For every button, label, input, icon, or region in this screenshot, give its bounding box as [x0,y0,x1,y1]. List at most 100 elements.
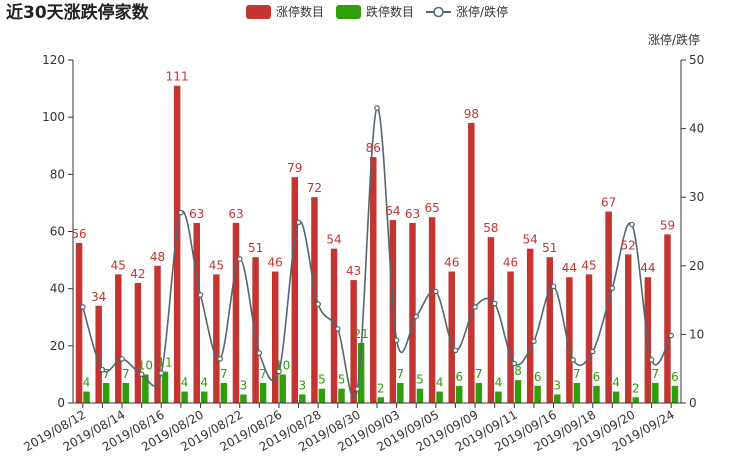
data-labels: 5643474574210481111146344576335174610793… [71,70,678,396]
limit-down-bar [161,371,169,403]
limit-up-bar [213,274,220,403]
legend-marker [433,6,444,18]
legend-label: 涨停/跌停 [456,4,508,19]
limit-down-bar [436,391,443,403]
right-axis-name: 涨停/跌停 [648,32,700,47]
limit-up-value-label: 111 [166,70,189,84]
limit-up-value-label: 45 [209,258,224,272]
chart-title: 近30天涨跌停家数 [6,2,150,23]
ratio-line-series [80,105,674,400]
limit-down-value-label: 6 [455,370,463,384]
limit-down-bar [652,382,659,403]
limit-down-bar [573,382,581,403]
limit-down-bar [357,342,365,403]
limit-up-value-label: 34 [91,290,106,304]
limit-up-bar [95,305,102,403]
limit-up-bar [409,222,416,403]
limit-down-value-label: 7 [102,367,110,381]
limit-down-bar [299,394,306,403]
limit-down-value-label: 4 [200,376,208,390]
limit-down-value-label: 2 [632,381,640,395]
x-axis: 2019/08/122019/08/142019/08/162019/08/20… [21,402,681,454]
limit-down-value-label: 11 [157,356,172,370]
ratio-point [491,300,498,307]
legend-swatch [336,5,362,19]
limit-down-value-label: 6 [671,370,679,384]
limit-up-bar [487,237,495,403]
limit-down-bar [632,397,639,403]
limit-up-bar [75,242,83,403]
ratio-point [511,360,518,367]
limit-up-value-label: 65 [424,201,439,215]
left-axis-tick-label: 40 [50,282,65,296]
limit-up-bar [252,257,259,403]
legend-label: 跌停数目 [366,4,414,19]
limit-down-value-label: 8 [514,364,522,378]
limit-up-value-label: 44 [640,261,655,275]
ratio-point [236,256,243,262]
left-axis-tick-label: 120 [42,53,65,67]
limit-down-bar [495,391,502,403]
ratio-point [99,366,106,373]
limit-up-bar [468,122,475,403]
limit-up-value-label: 42 [130,267,145,281]
left-axis-tick-label: 0 [57,396,65,410]
limit-down-bar [534,385,541,403]
limit-up-value-label: 63 [189,207,204,221]
ratio-point [433,288,439,295]
limit-up-bar [232,222,240,403]
right-axis-tick-label: 0 [689,396,697,410]
limit-up-value-label: 63 [405,207,420,221]
limit-down-bar [593,385,600,403]
limit-up-bar [173,85,181,403]
limit-down-bar [416,388,424,403]
ratio-point [334,326,341,332]
limit-up-value-label: 67 [601,195,616,209]
limit-up-bar [154,265,161,403]
limit-down-bar [338,388,345,403]
limit-down-value-label: 7 [259,367,267,381]
right-axis-tick-label: 50 [689,53,704,67]
limit-down-value-label: 6 [593,370,601,384]
limit-down-value-label: 3 [298,378,306,392]
left-axis: 0 20 40 60 80 100 120 [42,53,74,410]
limit-up-bar [664,234,671,403]
limit-up-value-label: 46 [268,256,283,270]
left-axis-tick-label: 100 [42,110,65,124]
limit-up-bar [330,248,338,403]
limit-down-bar [220,382,228,403]
right-axis-tick-label: 40 [689,122,704,136]
ratio-point [393,337,400,344]
ratio-point [452,347,459,354]
limit-down-bar [377,397,384,403]
limit-down-value-label: 7 [573,367,581,381]
limit-up-value-label: 51 [248,241,263,255]
limit-up-value-label: 72 [307,181,322,195]
limit-down-bar [240,394,247,403]
limit-up-value-label: 43 [346,264,361,278]
limit-up-value-label: 46 [503,256,518,270]
ratio-point [138,371,145,377]
limit-up-bar [585,274,593,403]
limit-down-value-label: 3 [240,378,248,392]
ratio-point [256,350,263,356]
limit-down-value-label: 4 [83,376,91,390]
ratio-point [374,105,380,111]
ratio-point [648,357,655,363]
legend-swatch [246,5,271,19]
ratio-point [570,357,576,363]
legend[interactable]: 涨停数目 跌停数目 涨停/跌停 [246,4,508,19]
limit-up-bar [350,280,357,403]
limit-down-bar [279,374,286,403]
ratio-point [609,285,616,291]
limit-up-value-label: 56 [71,227,86,241]
limit-up-bar [448,271,455,403]
ratio-point [629,221,635,228]
ratio-point [295,219,302,226]
limit-down-value-label: 4 [495,376,503,390]
limit-down-value-label: 7 [651,367,659,381]
legend-item-1: 涨停数目 [246,4,324,19]
limit-down-value-label: 10 [138,358,153,372]
limit-up-bar [311,197,318,403]
limit-down-value-label: 4 [612,376,620,390]
